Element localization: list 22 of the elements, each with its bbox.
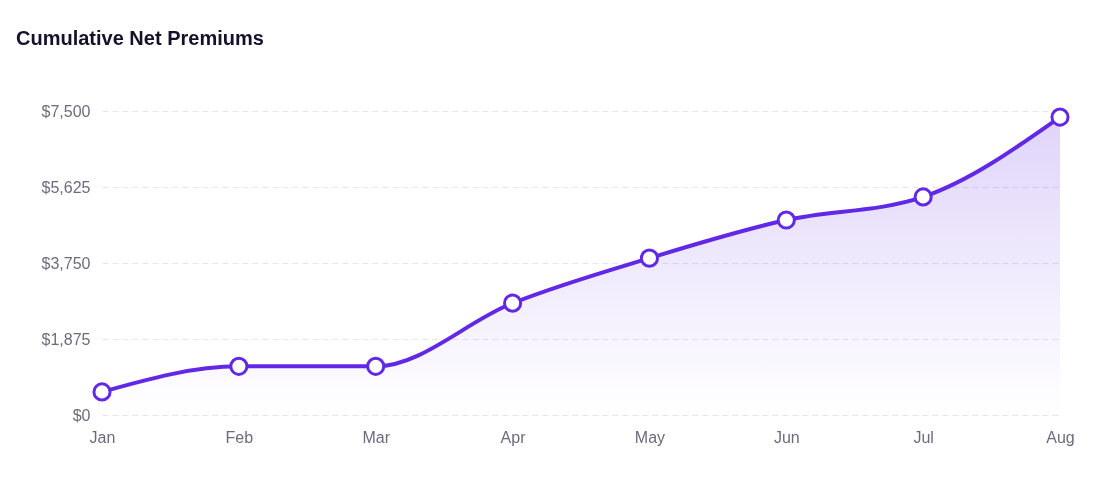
y-tick-label: $0 — [72, 406, 91, 424]
point — [639, 248, 659, 268]
x-tick-label: Jan — [89, 428, 116, 446]
point — [1050, 107, 1070, 127]
y-tick-label: $3,750 — [41, 254, 91, 272]
x-tick-label: Apr — [500, 428, 527, 446]
point — [229, 356, 249, 376]
y-tick-label: $7,500 — [41, 102, 91, 120]
x-tick-label: Feb — [225, 428, 254, 446]
y-tick-label: $5,625 — [41, 178, 91, 196]
chart-title: Cumulative Net Premiums — [16, 27, 264, 49]
point — [913, 187, 933, 207]
x-tick-label: Jun — [773, 428, 800, 446]
point — [92, 382, 112, 402]
y-tick-label: $1,875 — [41, 330, 91, 348]
point — [776, 210, 796, 230]
x-tick-label: May — [634, 428, 666, 446]
point — [503, 293, 523, 313]
x-tick-label: Jul — [913, 428, 934, 446]
x-tick-label: Mar — [362, 428, 391, 446]
point — [366, 356, 386, 376]
x-tick-label: Aug — [1046, 428, 1075, 446]
